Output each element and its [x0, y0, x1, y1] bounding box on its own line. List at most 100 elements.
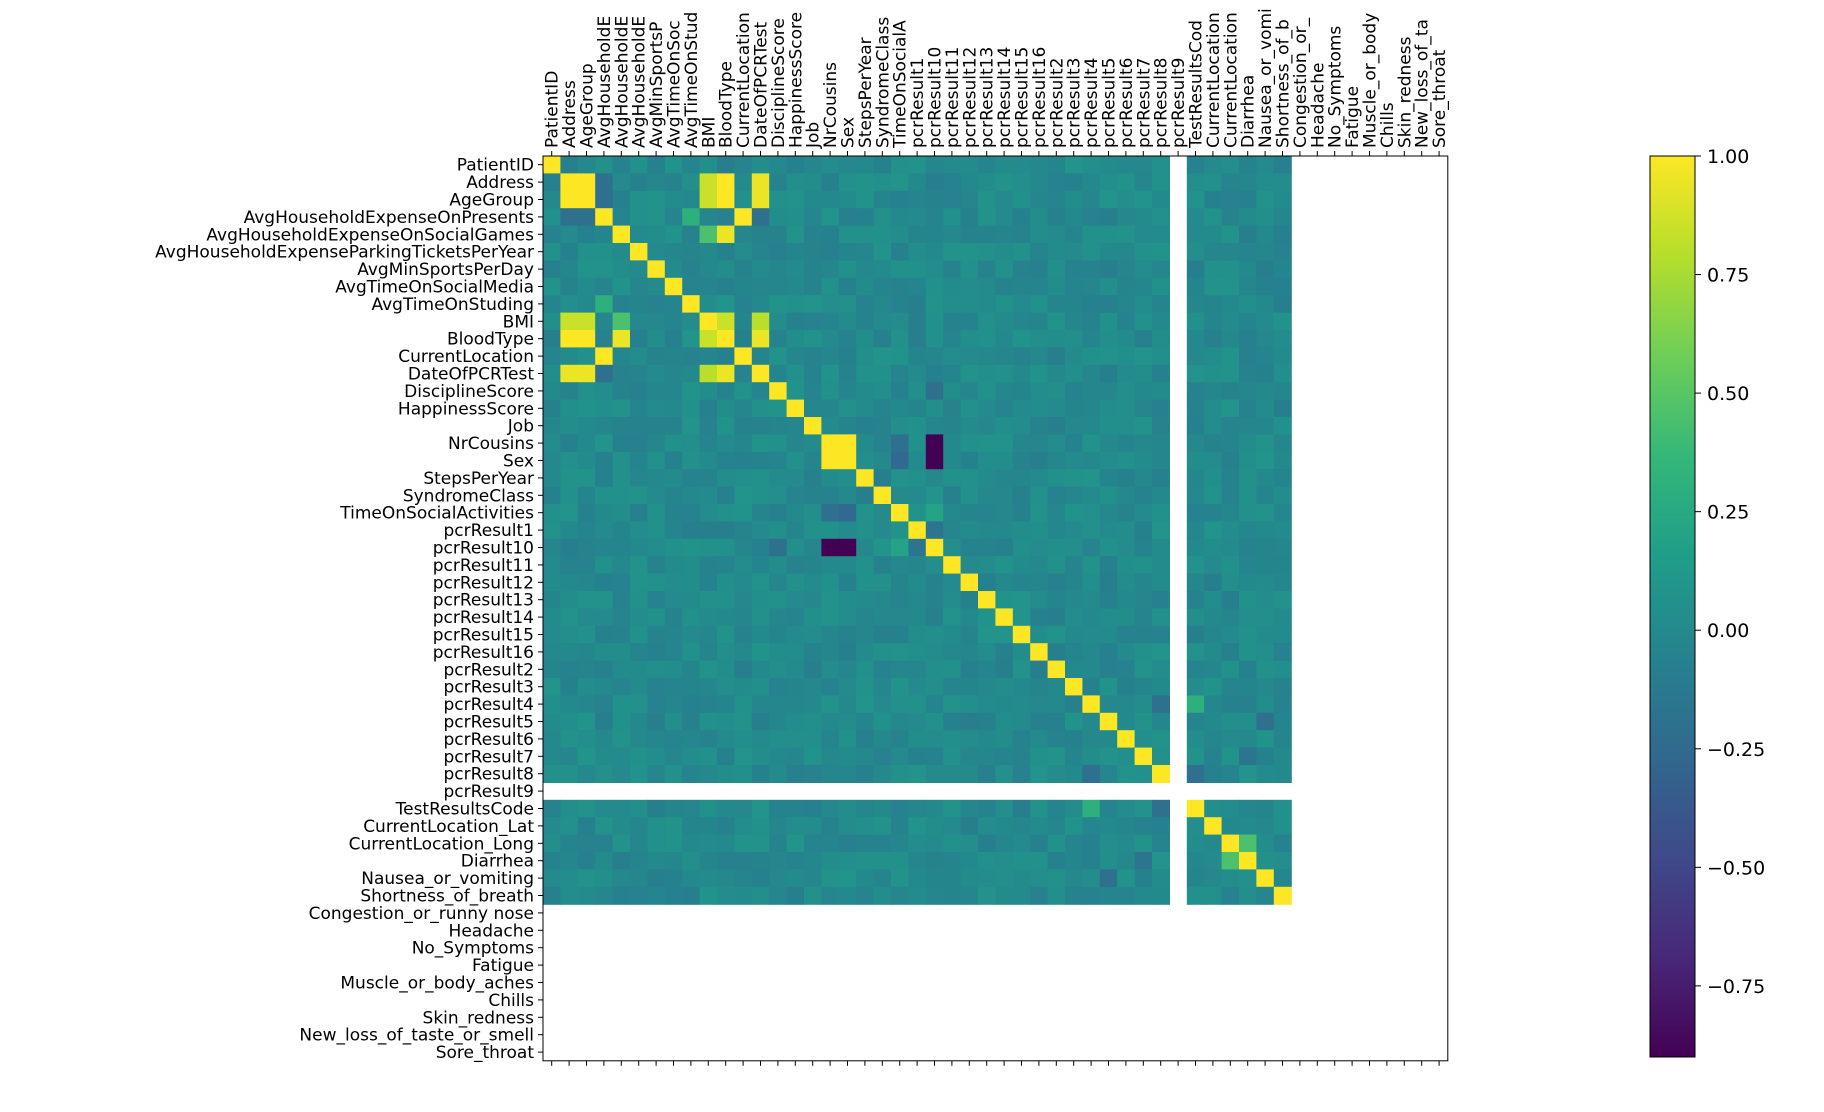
y-tick-label: TimeOnSocialActivities [339, 504, 534, 524]
heatmap-cell [821, 765, 840, 783]
heatmap-cell [1099, 799, 1118, 818]
heatmap-cell [1082, 486, 1101, 505]
heatmap-cell [856, 834, 875, 853]
heatmap-cell [1273, 765, 1292, 783]
heatmap-cell [1256, 208, 1275, 227]
heatmap-cell [1047, 277, 1066, 296]
heatmap-cell [995, 225, 1014, 244]
heatmap-cell [1065, 382, 1083, 401]
heatmap-cell [769, 330, 788, 348]
heatmap-cell [751, 643, 770, 662]
heatmap-cell [769, 190, 788, 209]
heatmap-cell [943, 156, 962, 174]
heatmap-cell [821, 434, 840, 453]
heatmap-cell [1221, 312, 1240, 331]
heatmap-cell [786, 834, 805, 853]
heatmap-cell [560, 451, 579, 470]
heatmap-cell [943, 469, 962, 488]
heatmap-cell [1152, 173, 1170, 192]
heatmap-cell [1256, 886, 1275, 905]
heatmap-cell [734, 173, 753, 192]
heatmap-cell [612, 382, 631, 401]
heatmap-cell [1256, 834, 1275, 853]
heatmap-cell [856, 643, 875, 662]
heatmap-cell [1186, 521, 1205, 540]
heatmap-cell [1273, 295, 1292, 314]
heatmap-cell [664, 347, 683, 366]
heatmap-cell [1256, 591, 1275, 609]
heatmap-cell [1221, 834, 1240, 853]
heatmap-cell [960, 208, 979, 227]
heatmap-cell [1239, 817, 1257, 836]
heatmap-cell [1221, 678, 1240, 696]
heatmap-cell [1239, 364, 1257, 383]
heatmap-cell [769, 765, 788, 783]
heatmap-cell [786, 399, 805, 418]
heatmap-cell [995, 886, 1014, 905]
heatmap-cell [577, 591, 596, 609]
heatmap-cell [1047, 521, 1066, 540]
heatmap-cell [751, 834, 770, 853]
heatmap-cell [699, 730, 718, 749]
heatmap-cell [751, 712, 770, 731]
heatmap-cell [995, 625, 1014, 644]
heatmap-cell [1273, 747, 1292, 766]
heatmap-cell [612, 730, 631, 749]
heatmap-cell [873, 277, 892, 296]
heatmap-cell [804, 208, 822, 227]
heatmap-cell [1204, 451, 1223, 470]
heatmap-cell [1082, 765, 1101, 783]
heatmap-cell [995, 486, 1014, 505]
heatmap-cell [908, 277, 927, 296]
heatmap-cell [1256, 382, 1275, 401]
heatmap-cell [612, 417, 631, 435]
heatmap-cell [1239, 277, 1257, 296]
heatmap-cell [804, 695, 822, 714]
heatmap-cell [751, 399, 770, 418]
heatmap-cell [1099, 869, 1118, 888]
heatmap-cell [1030, 243, 1049, 261]
heatmap-cell [630, 330, 648, 348]
heatmap-cell [804, 277, 822, 296]
heatmap-cell [769, 695, 788, 714]
heatmap-cell [1134, 817, 1153, 836]
heatmap-cell [1012, 243, 1031, 261]
heatmap-cell [891, 260, 909, 279]
heatmap-cell [1239, 190, 1257, 209]
heatmap-cell [699, 208, 718, 227]
x-tick-label: pcrResult2 [1047, 58, 1067, 148]
heatmap-cell [908, 765, 927, 783]
heatmap-cell [995, 591, 1014, 609]
heatmap-cell [577, 243, 596, 261]
heatmap-cell [1152, 712, 1170, 731]
heatmap-cell [1047, 573, 1066, 592]
heatmap-cell [804, 869, 822, 888]
heatmap-cell [1047, 817, 1066, 836]
heatmap-cell [1152, 695, 1170, 714]
heatmap-cell [647, 417, 666, 435]
heatmap-cell [1152, 608, 1170, 627]
heatmap-cell [543, 799, 561, 818]
heatmap-cell [612, 678, 631, 696]
heatmap-cell [1256, 225, 1275, 244]
heatmap-cell [1030, 538, 1049, 557]
heatmap-cell [560, 608, 579, 627]
heatmap-cell [717, 486, 735, 505]
heatmap-cell [1273, 852, 1292, 870]
heatmap-cell [804, 765, 822, 783]
heatmap-cell [786, 330, 805, 348]
heatmap-cell [925, 156, 944, 174]
heatmap-cell [734, 852, 753, 870]
heatmap-cell [978, 504, 996, 522]
heatmap-cell [647, 538, 666, 557]
heatmap-cell [647, 834, 666, 853]
heatmap-cell [1117, 277, 1136, 296]
heatmap-cell [908, 556, 927, 575]
heatmap-cell [804, 364, 822, 383]
heatmap-cell [769, 834, 788, 853]
heatmap-cell [804, 295, 822, 314]
heatmap-cell [595, 434, 614, 453]
heatmap-cell [1030, 834, 1049, 853]
heatmap-cell [1082, 260, 1101, 279]
heatmap-cell [960, 486, 979, 505]
